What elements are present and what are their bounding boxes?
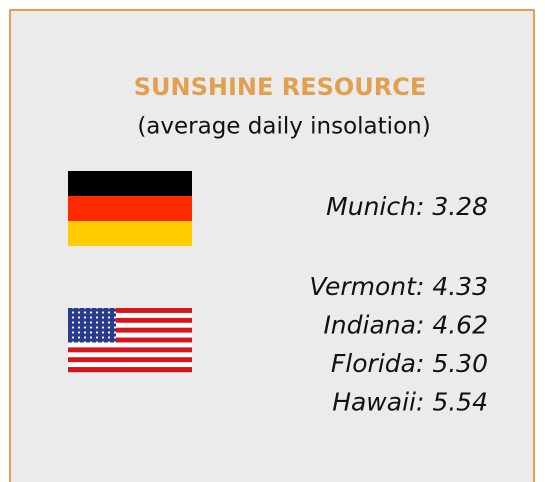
entries: Munich: 3.28 Vermont: 4.33 Indiana: 4.62 Fl… [309,192,488,417]
flag-stripe [68,367,192,373]
card-subtitle: (average daily insolation) [137,114,430,140]
flag-stripe [68,171,192,196]
insolation-entry: Vermont: 4.33 [309,272,488,301]
flag-stripe [68,312,192,319]
flag-stripe [68,352,192,358]
flag-stripe [68,332,192,338]
card-title: SUNSHINE RESOURCE [134,73,427,101]
germany-flag [68,171,192,246]
flag-stars [68,308,116,343]
insolation-entry: Florida: 5.30 [331,349,488,378]
insolation-entry: Hawaii: 5.54 [332,388,488,417]
flag-stripe [68,337,192,343]
flag-stripe [68,347,192,353]
flag-stripe [68,362,192,368]
flag-stripe [68,317,192,323]
flag-stripe [68,322,192,328]
flag-stripe [68,196,192,221]
flag-stripe [68,308,192,314]
flag-stripe [68,357,192,363]
insolation-entry: Indiana: 4.62 [323,311,488,340]
usa-flag [68,308,192,373]
flag-stripe [68,221,192,246]
flag-stripe [68,327,192,333]
flag-stripe [68,342,192,348]
insolation-entry: Munich: 3.28 [326,192,488,221]
